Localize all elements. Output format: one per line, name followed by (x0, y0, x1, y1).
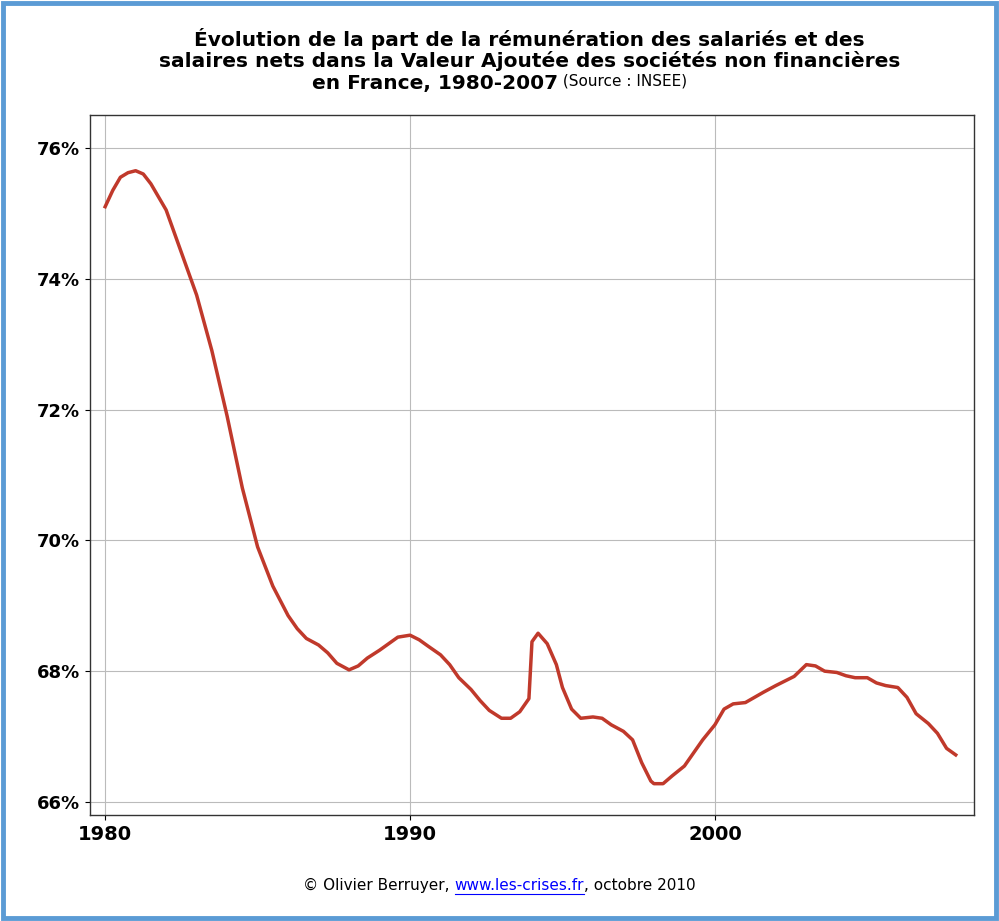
Text: (Source : INSEE): (Source : INSEE) (558, 74, 687, 88)
Text: , octobre 2010: , octobre 2010 (584, 879, 695, 893)
Text: salaires nets dans la Valeur Ajoutée des sociétés non financières: salaires nets dans la Valeur Ajoutée des… (159, 51, 900, 71)
Text: © Olivier Berruyer,: © Olivier Berruyer, (304, 879, 455, 893)
Text: www.les-crises.fr: www.les-crises.fr (455, 879, 584, 893)
Text: Évolution de la part de la rémunération des salariés et des: Évolution de la part de la rémunération … (194, 28, 865, 50)
Text: en France, 1980-2007: en France, 1980-2007 (312, 74, 558, 93)
